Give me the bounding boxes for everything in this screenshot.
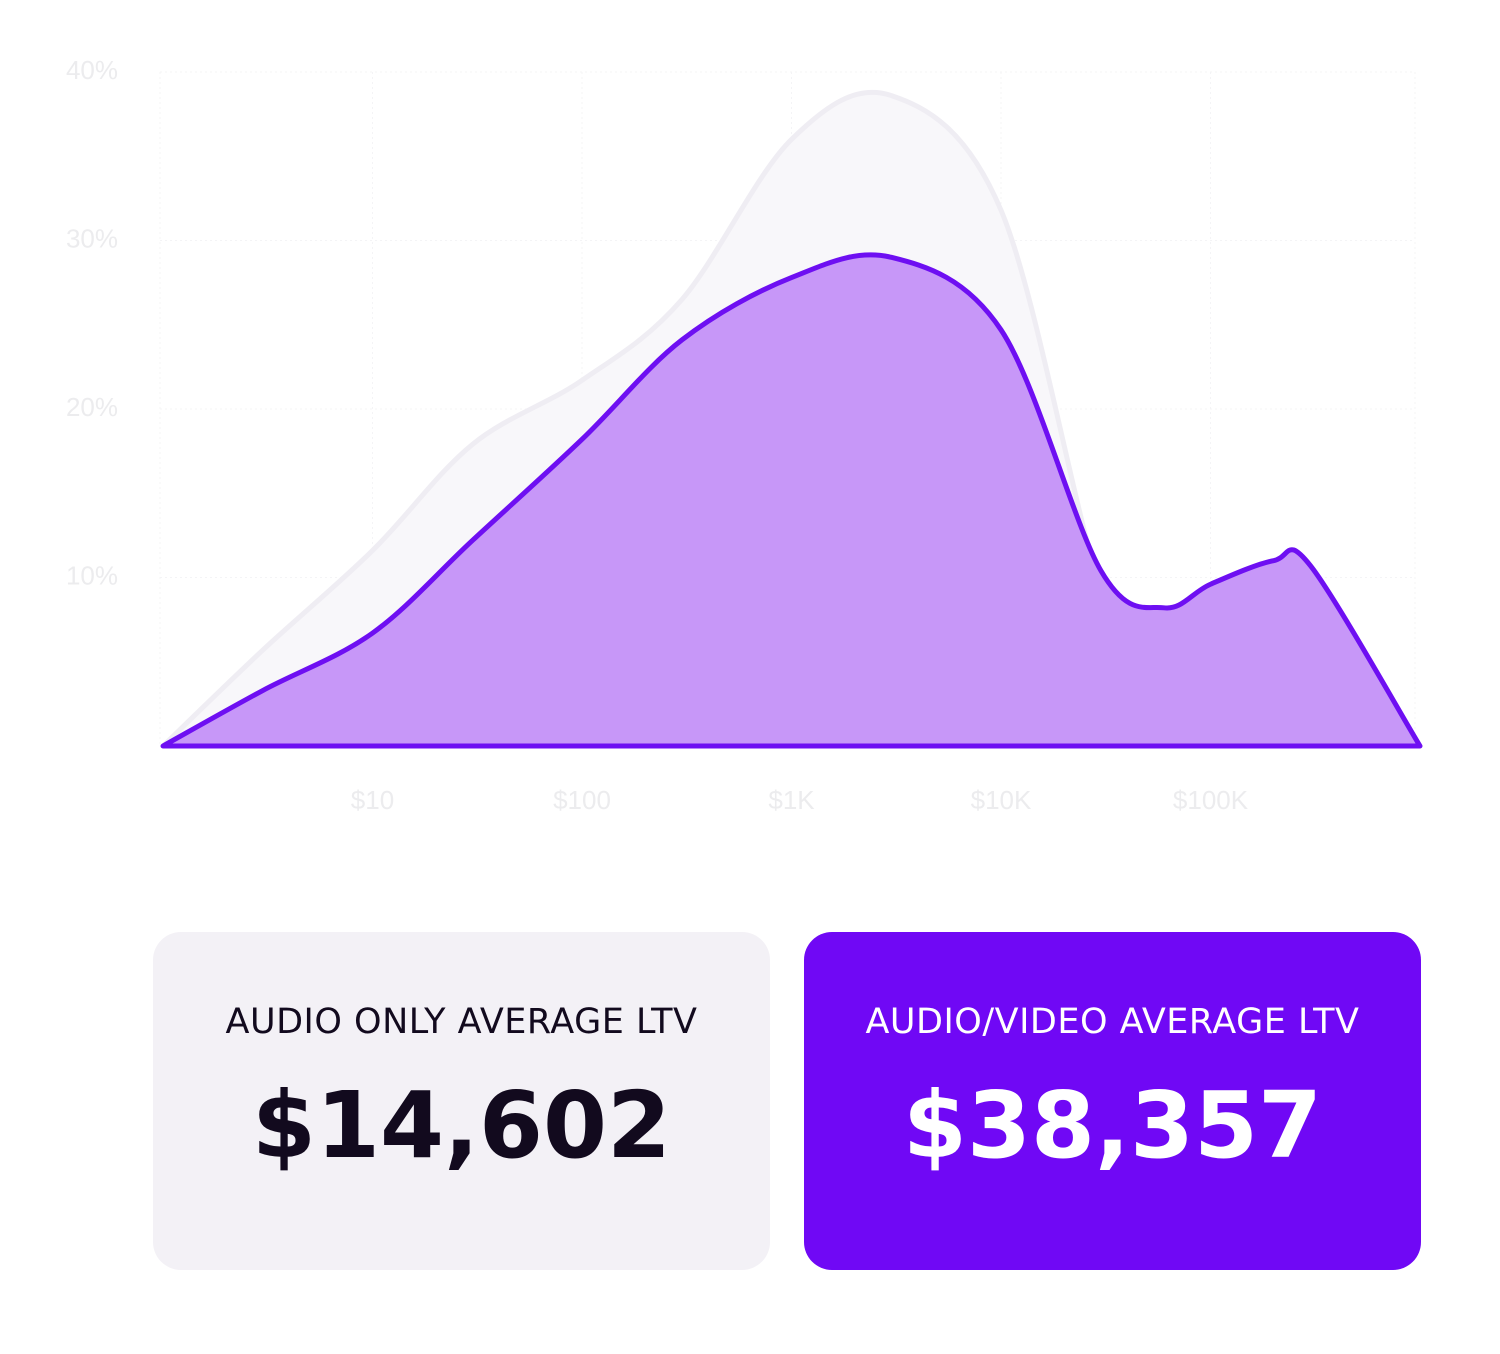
card-value: $38,357: [902, 1072, 1323, 1179]
card-label: AUDIO/VIDEO AVERAGE LTV: [865, 1002, 1360, 1042]
card-value: $14,602: [251, 1072, 672, 1179]
x-tick-label: $1K: [768, 785, 815, 815]
chart: 10% 20% 30% 40% $10 $100 $1K $10K $100K: [66, 55, 1423, 815]
y-tick-label: 20%: [66, 392, 118, 422]
line: [160, 252, 1423, 749]
x-tick-label: $10K: [971, 785, 1032, 815]
x-tick-label: $100: [553, 785, 611, 815]
y-tick-label: 30%: [66, 223, 118, 253]
area: [163, 254, 1420, 747]
card-label: AUDIO ONLY AVERAGE LTV: [225, 1002, 698, 1042]
x-tick-label: $100K: [1173, 785, 1249, 815]
y-tick-label: 40%: [66, 55, 118, 85]
card-video: AUDIO/VIDEO AVERAGE LTV $38,357: [804, 932, 1421, 1270]
y-tick-label: 10%: [66, 560, 118, 590]
x-tick-label: $10: [351, 785, 394, 815]
card-audio: AUDIO ONLY AVERAGE LTV $14,602: [153, 932, 770, 1270]
